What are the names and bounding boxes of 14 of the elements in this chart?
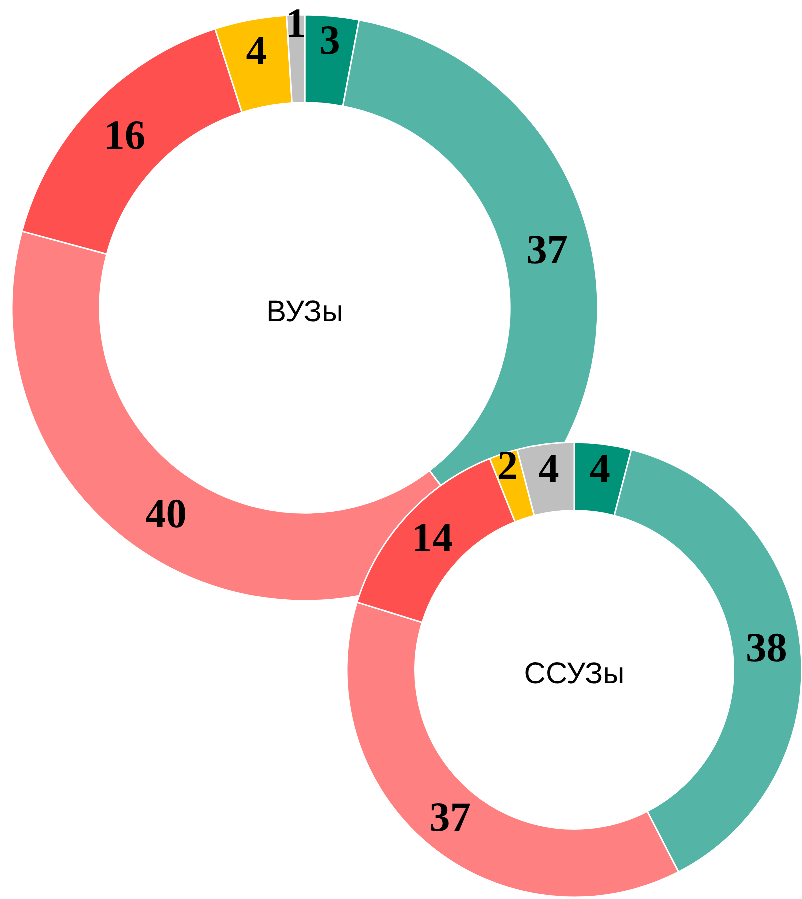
data-label: 1 [286, 0, 307, 46]
data-label: 16 [104, 112, 146, 158]
data-label: 37 [429, 794, 471, 840]
data-label: 4 [538, 446, 560, 492]
text: ССУЗы [524, 658, 625, 690]
data-label: 4 [246, 28, 268, 74]
data-label: 3 [320, 16, 340, 63]
data-label: 2 [497, 442, 518, 489]
text: ВУЗы [266, 296, 344, 328]
data-label: 14 [412, 514, 454, 561]
data-label: 4 [590, 446, 610, 492]
data-label: 38 [746, 624, 788, 670]
data-label: 40 [146, 490, 187, 537]
data-label: 37 [526, 226, 568, 272]
